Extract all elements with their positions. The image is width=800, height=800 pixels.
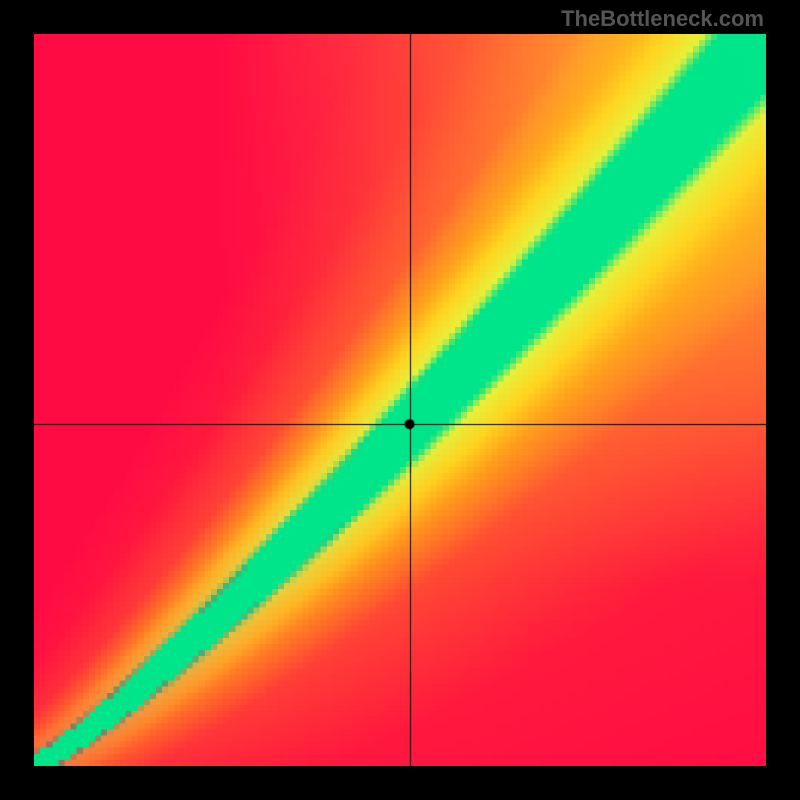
watermark-text: TheBottleneck.com — [561, 6, 764, 32]
chart-container: TheBottleneck.com — [0, 0, 800, 800]
bottleneck-heatmap — [34, 34, 766, 766]
